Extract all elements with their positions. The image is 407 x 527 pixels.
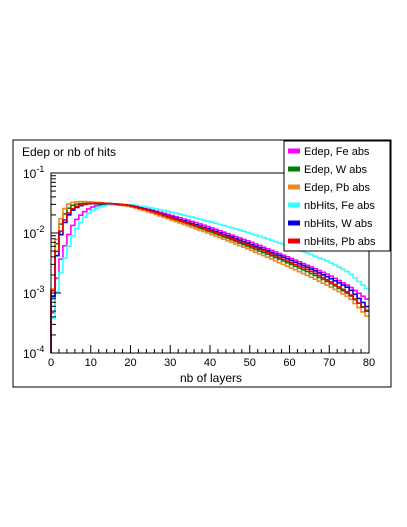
- y-tick-label: 10-2: [23, 224, 44, 241]
- legend-label: Edep, Pb abs: [304, 182, 371, 194]
- legend-swatch: [288, 166, 300, 172]
- x-tick-label: 10: [85, 357, 97, 369]
- y-tick-label: 10-1: [23, 164, 44, 181]
- y-axis-title: Edep or nb of hits: [22, 145, 116, 159]
- x-tick-label: 20: [124, 357, 136, 369]
- x-tick-label: 60: [283, 357, 295, 369]
- x-tick-label: 50: [244, 357, 256, 369]
- series-line-5: [50, 202, 369, 353]
- y-tick-label: 10-3: [23, 284, 44, 301]
- legend-label: Edep, Fe abs: [304, 146, 370, 158]
- x-tick-label: 70: [323, 357, 335, 369]
- legend-swatch: [288, 220, 300, 226]
- legend-box: [283, 140, 391, 252]
- legend-swatch: [288, 238, 300, 244]
- x-tick-label: 30: [164, 357, 176, 369]
- legend-swatch: [288, 148, 300, 154]
- plot-series-group: [50, 200, 369, 353]
- legend-swatch: [288, 184, 300, 190]
- x-tick-label: 40: [204, 357, 216, 369]
- axes-group: 0 10 20 30 40 50 60 70 80 10-4 10-3 10-2 10-1: [23, 164, 375, 369]
- legend-swatch: [288, 202, 300, 208]
- legend-label: nbHits, Pb abs: [304, 236, 376, 248]
- x-axis-title: nb of layers: [180, 371, 242, 385]
- y-tick-label: 10-4: [23, 344, 44, 361]
- legend-label: Edep, W abs: [304, 164, 367, 176]
- legend: Edep, Fe abs Edep, W abs Edep, Pb abs nbHit…: [283, 140, 391, 252]
- x-tick-label: 80: [363, 357, 375, 369]
- x-tick-label: 0: [48, 357, 54, 369]
- series-line-3: [50, 203, 369, 353]
- legend-label: nbHits, W abs: [304, 218, 373, 230]
- legend-label: nbHits, Fe abs: [304, 200, 375, 212]
